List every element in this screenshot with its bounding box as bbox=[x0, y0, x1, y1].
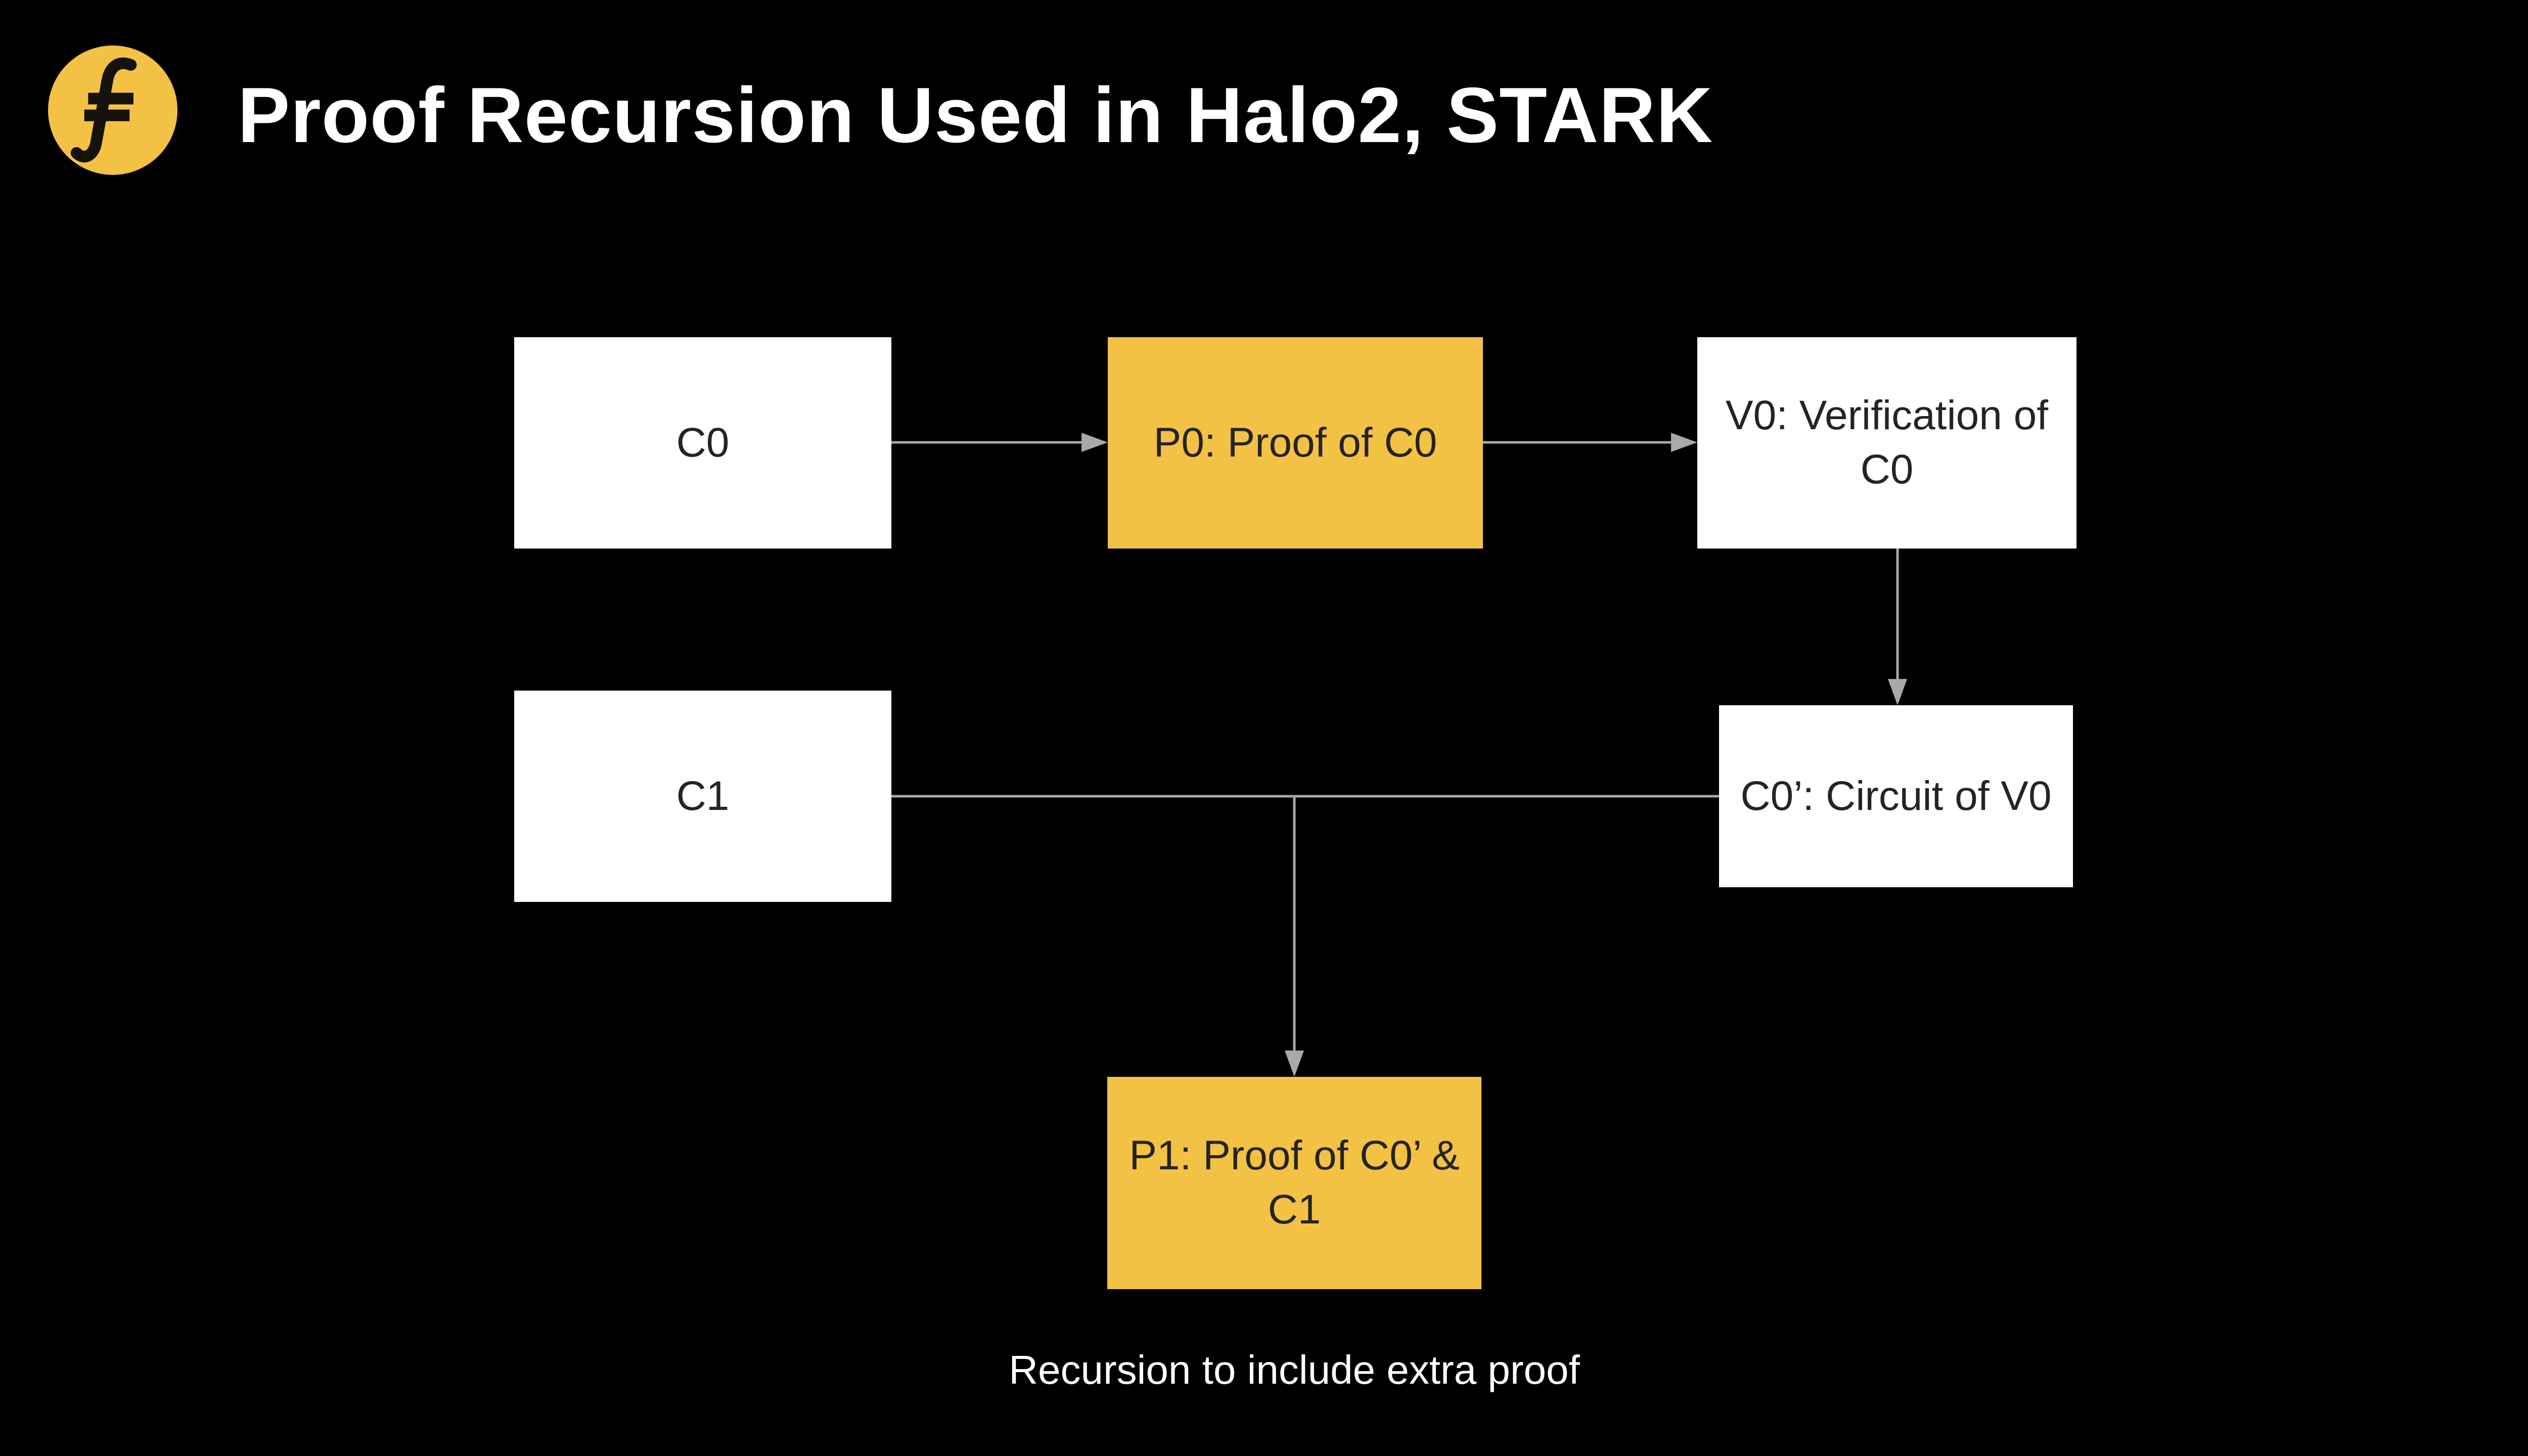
node-c0-prime: C0’: Circuit of V0 bbox=[1719, 705, 2073, 887]
page-title: Proof Recursion Used in Halo2, STARK bbox=[238, 71, 1713, 159]
node-c0-prime-label: C0’: Circuit of V0 bbox=[1740, 772, 2052, 819]
node-p1-label: P1: Proof of C0’ & C1 bbox=[1129, 1132, 1460, 1233]
node-p1: P1: Proof of C0’ & C1 bbox=[1107, 1077, 1481, 1289]
arrow-junction-to-p1 bbox=[1285, 796, 1304, 1077]
node-v0: V0: Verification of C0 bbox=[1697, 337, 2076, 549]
arrow-v0-to-c0-prime bbox=[1888, 549, 1907, 705]
node-c0: C0 bbox=[514, 337, 891, 549]
filecoin-logo bbox=[48, 46, 177, 175]
node-c1-label: C1 bbox=[676, 772, 730, 819]
node-p0-label: P0: Proof of C0 bbox=[1153, 419, 1437, 466]
caption: Recursion to include extra proof bbox=[1009, 1347, 1580, 1392]
node-p0: P0: Proof of C0 bbox=[1108, 337, 1483, 549]
arrow-c0-to-p0 bbox=[891, 433, 1108, 452]
node-c0-label: C0 bbox=[676, 419, 730, 466]
node-v0-label: V0: Verification of C0 bbox=[1725, 392, 2049, 492]
filecoin-f-icon bbox=[70, 57, 137, 163]
arrow-p0-to-v0 bbox=[1483, 433, 1697, 452]
node-c1: C1 bbox=[514, 691, 891, 902]
